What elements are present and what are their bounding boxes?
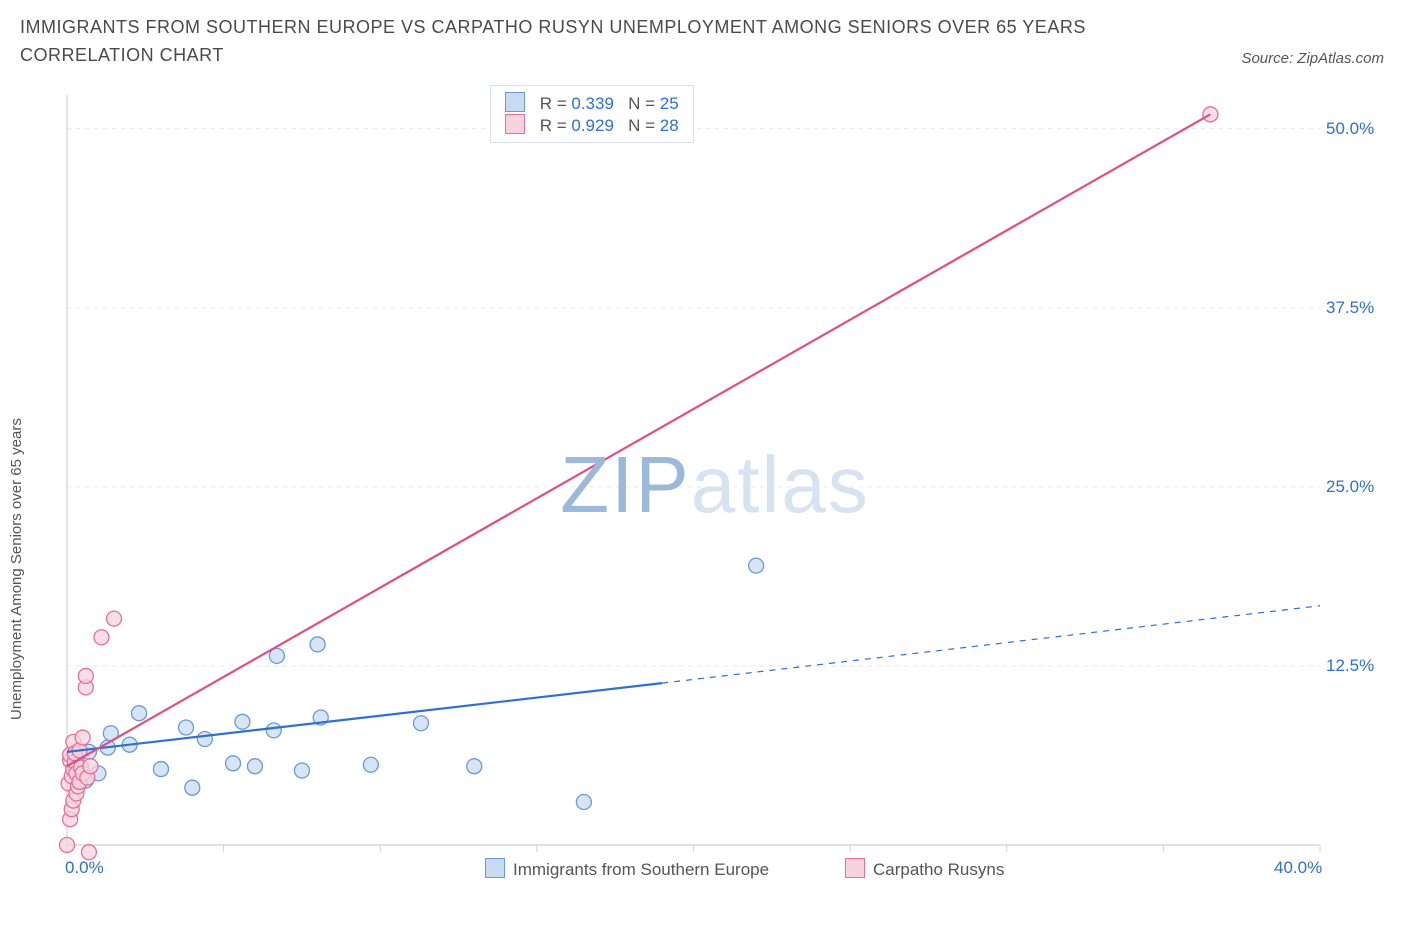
legend-swatch xyxy=(505,92,525,112)
legend-r-value: 0.339 xyxy=(571,94,614,113)
y-axis-label: Unemployment Among Seniors over 65 years xyxy=(8,418,25,720)
legend-n-value: 25 xyxy=(660,94,679,113)
y-tick-label: 12.5% xyxy=(1326,656,1374,676)
correlation-legend-box: R = 0.339 N = 25 R = 0.929 N = 28 xyxy=(490,85,694,143)
x-axis-legend-item: Carpatho Rusyns xyxy=(845,858,1004,880)
legend-row: R = 0.929 N = 28 xyxy=(505,114,679,136)
legend-swatch xyxy=(845,858,865,878)
legend-row: R = 0.339 N = 25 xyxy=(505,92,679,114)
legend-series-label: Immigrants from Southern Europe xyxy=(513,860,769,879)
y-tick-label: 50.0% xyxy=(1326,119,1374,139)
chart-title: IMMIGRANTS FROM SOUTHERN EUROPE VS CARPA… xyxy=(20,14,1120,70)
legend-r-value: 0.929 xyxy=(571,116,614,135)
x-axis-legend-item: Immigrants from Southern Europe xyxy=(485,858,769,880)
source-attribution: Source: ZipAtlas.com xyxy=(1241,50,1384,67)
legend-n-value: 28 xyxy=(660,116,679,135)
legend-swatch xyxy=(485,858,505,878)
legend-series-label: Carpatho Rusyns xyxy=(873,860,1004,879)
legend-swatch xyxy=(505,114,525,134)
y-tick-label: 25.0% xyxy=(1326,477,1374,497)
x-tick-label: 40.0% xyxy=(1274,858,1322,878)
x-tick-label: 0.0% xyxy=(65,858,104,878)
scatter-chart-svg xyxy=(55,85,1375,885)
y-tick-label: 37.5% xyxy=(1326,298,1374,318)
chart-plot-area: ZIPatlas R = 0.339 N = 25 R = 0.929 N = … xyxy=(55,85,1375,885)
